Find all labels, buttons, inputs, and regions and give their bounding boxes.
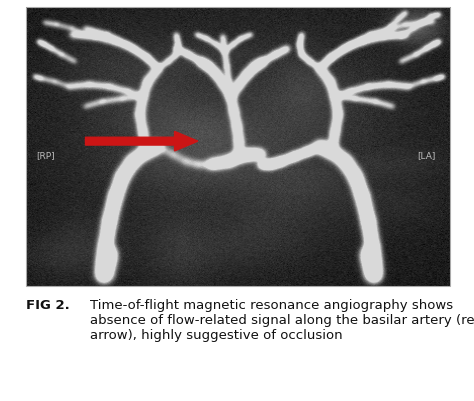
Text: [RP]: [RP] — [36, 151, 55, 160]
Text: FIG 2.: FIG 2. — [26, 299, 70, 312]
Text: Time-of-flight magnetic resonance angiography shows
absence of flow-related sign: Time-of-flight magnetic resonance angiog… — [90, 299, 474, 342]
Text: [LA]: [LA] — [417, 151, 436, 160]
FancyArrow shape — [85, 132, 198, 152]
